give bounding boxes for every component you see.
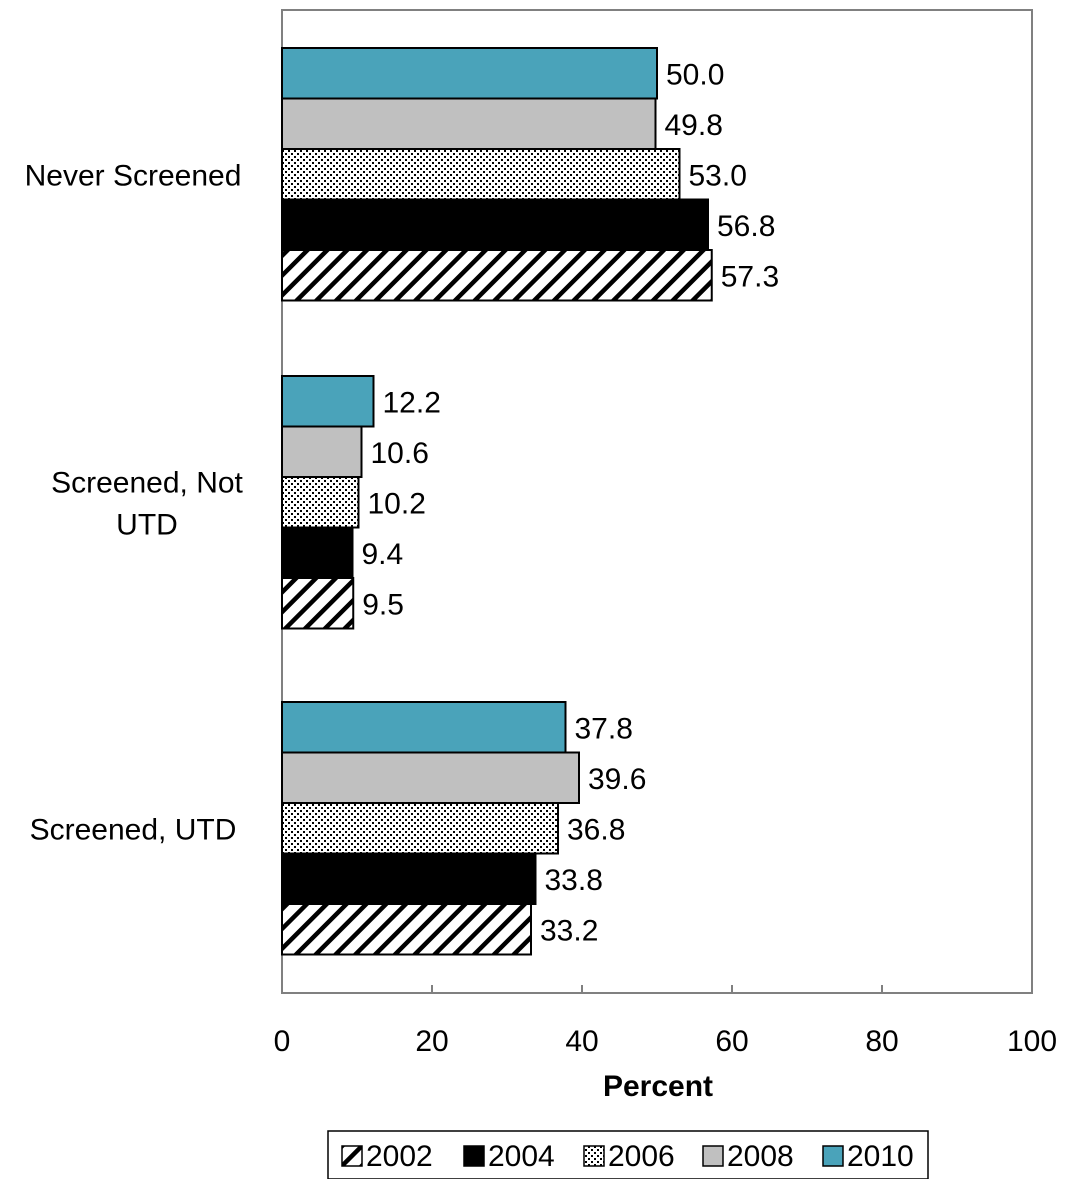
category-label: Screened, UTD <box>30 813 237 846</box>
bar-2004-never-screened <box>281 198 709 251</box>
category-label-line: Screened, UTD <box>30 813 237 846</box>
x-tick-label: 80 <box>865 1025 898 1058</box>
category-label: Never Screened <box>25 159 242 192</box>
bar-2004-screened-utd <box>281 852 537 905</box>
x-axis-title: Percent <box>603 1070 713 1103</box>
data-label-2002-0: 57.3 <box>721 260 779 293</box>
bar-2002-never-screened <box>281 249 713 302</box>
x-tick-label: 20 <box>415 1025 448 1058</box>
x-tick-label: 40 <box>565 1025 598 1058</box>
bar-2002-screened-not-utd <box>281 577 355 630</box>
bar-2006-screened-not-utd <box>281 476 360 529</box>
data-label-2004-2: 33.8 <box>545 864 603 897</box>
data-label-2006-2: 36.8 <box>567 813 625 846</box>
data-label-2010-1: 12.2 <box>383 386 441 419</box>
bar-2004-screened-not-utd <box>281 526 354 579</box>
category-label-line: Never Screened <box>25 159 242 192</box>
category-label-line: UTD <box>116 508 178 541</box>
data-label-2002-1: 9.5 <box>362 588 404 621</box>
legend-label-2010: 2010 <box>847 1140 914 1173</box>
data-label-2006-1: 10.2 <box>368 487 426 520</box>
bar-2006-screened-utd <box>281 802 559 855</box>
x-tick-label: 0 <box>274 1025 291 1058</box>
data-label-2010-0: 50.0 <box>666 58 724 91</box>
legend-label-2002: 2002 <box>366 1140 433 1173</box>
legend-swatch-2004 <box>463 1145 485 1167</box>
bar-2010-never-screened <box>281 47 658 100</box>
x-tick-label: 100 <box>1007 1025 1057 1058</box>
legend-swatch-2006 <box>583 1145 605 1167</box>
data-label-2004-1: 9.4 <box>362 538 404 571</box>
bar-2008-screened-utd <box>281 751 580 804</box>
data-label-2008-1: 10.6 <box>371 437 429 470</box>
data-label-2010-2: 37.8 <box>575 712 633 745</box>
bar-2010-screened-not-utd <box>281 375 375 428</box>
data-label-2004-0: 56.8 <box>717 210 775 243</box>
legend-swatch-2002 <box>341 1145 363 1167</box>
bar-2006-never-screened <box>281 148 681 201</box>
bar-2008-screened-not-utd <box>281 425 363 478</box>
category-label: Screened, Not UTD <box>51 466 243 541</box>
x-tick-label: 60 <box>715 1025 748 1058</box>
legend-label-2004: 2004 <box>488 1140 555 1173</box>
data-label-2006-0: 53.0 <box>689 159 747 192</box>
bar-2010-screened-utd <box>281 701 567 754</box>
legend-swatch-2010 <box>822 1145 844 1167</box>
data-label-2008-2: 39.6 <box>588 763 646 796</box>
legend-label-2008: 2008 <box>727 1140 794 1173</box>
legend-label-2006: 2006 <box>608 1140 675 1173</box>
bar-2008-never-screened <box>281 97 657 150</box>
data-label-2002-2: 33.2 <box>540 914 598 947</box>
legend-swatch-2008 <box>702 1145 724 1167</box>
category-label-line: Screened, Not <box>51 466 243 499</box>
data-label-2008-0: 49.8 <box>665 109 723 142</box>
bar-2002-screened-utd <box>281 903 532 956</box>
